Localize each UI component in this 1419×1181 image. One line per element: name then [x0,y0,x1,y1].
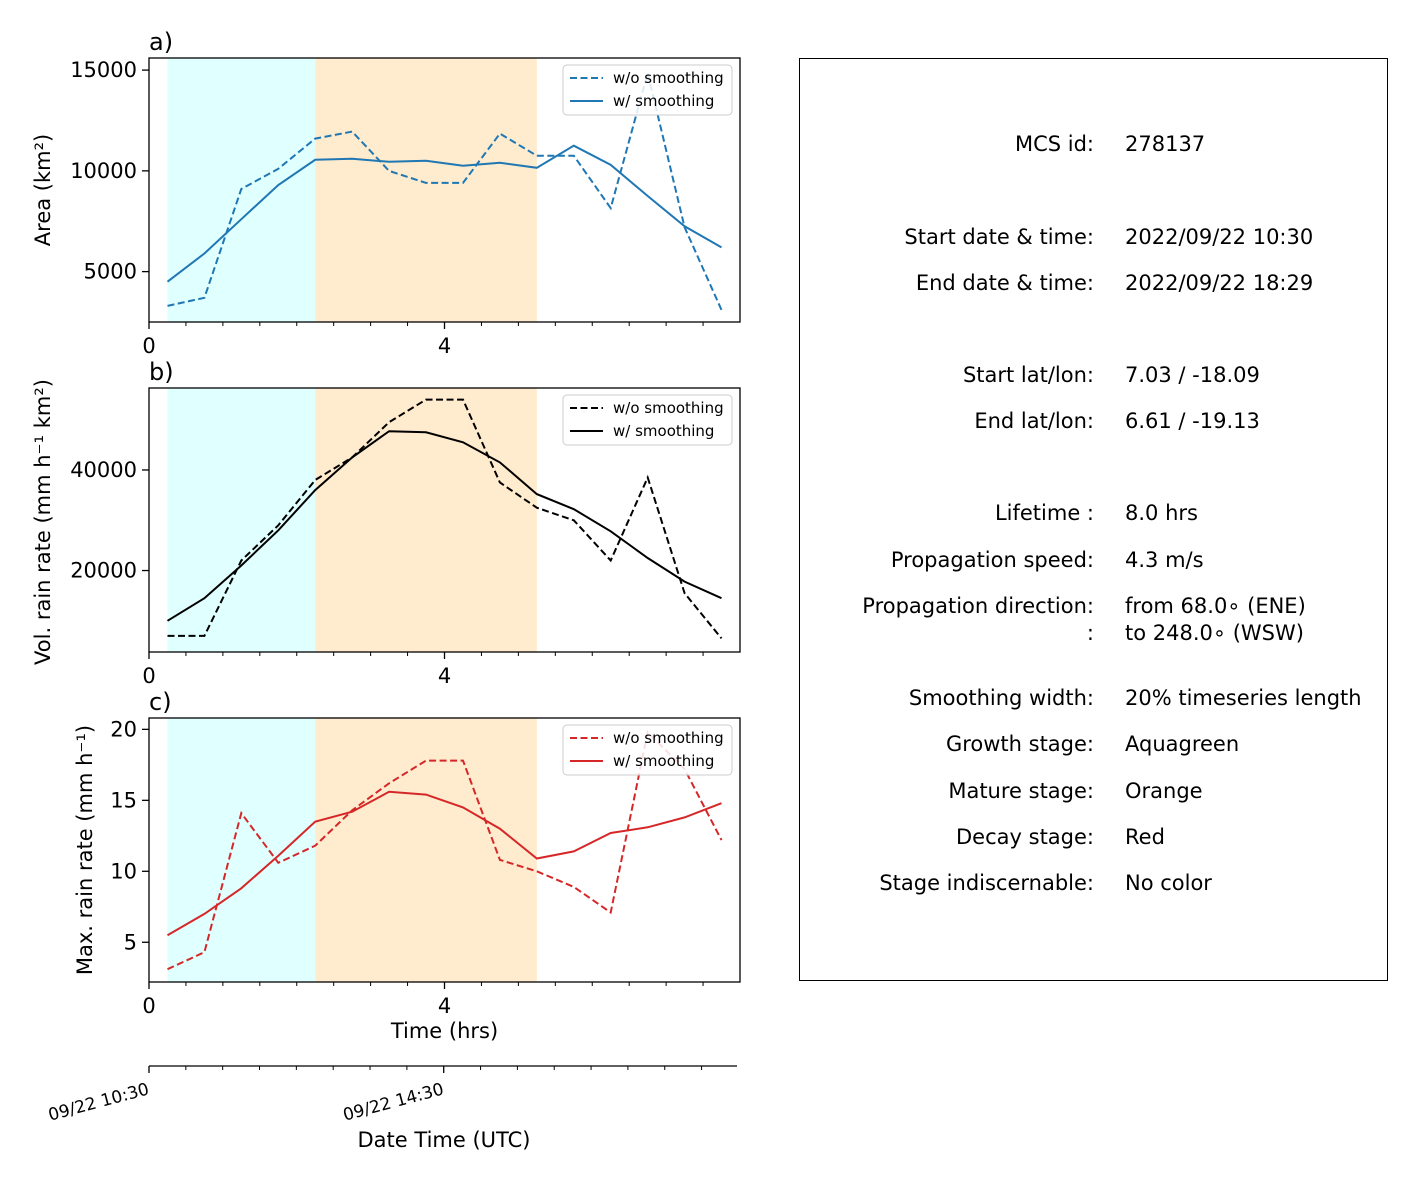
series-line-with-smoothing [166,144,722,283]
y-axis-label: Area (km²) [31,134,55,246]
info-label: Start date & time: [904,225,1094,249]
info-value: 4.3 m/s [1125,548,1204,572]
legend: w/o smoothing w/ smoothing [562,64,733,116]
legend-box [562,724,733,776]
stage-band-growth [167,388,316,652]
panel-label: b) [149,358,174,386]
chart-panel-2: 0 4 20000 40000 b) Vol. rain rate (mm h⁻¹ km²… [31,358,741,688]
info-value: from 68.0∘ (ENE) [1125,594,1306,618]
series-line-with-smoothing [166,430,722,622]
info-row-propagation-speed: Propagation speed: 4.3 m/s [800,546,1389,574]
info-label: MCS id: [1014,132,1094,156]
info-row-stage-indiscernable: Stage indiscernable: No color [800,869,1389,897]
info-row-end-datetime: End date & time: 2022/09/22 18:29 [800,269,1389,297]
series-line-without-smoothing [167,730,723,971]
mcs-info-panel: MCS id: 278137 Start date & time: 2022/0… [799,58,1388,981]
info-label: : [1086,621,1094,645]
x-tick-label: 4 [438,994,451,1018]
info-label: Decay stage: [956,825,1094,849]
stage-band-growth [167,718,316,982]
legend-label: w/ smoothing [613,422,714,440]
legend-label: w/o smoothing [613,69,724,87]
legend-box [562,64,733,116]
info-row-start-latlon: Start lat/lon: 7.03 / -18.09 [800,361,1389,389]
info-row-lifetime: Lifetime : 8.0 hrs [800,499,1389,527]
series-line-without-smoothing [167,72,723,311]
info-label: End date & time: [915,271,1094,295]
info-value: 7.03 / -18.09 [1125,363,1260,387]
legend-box [562,394,733,446]
series-line-with-smoothing [167,790,722,937]
chart-panel-3: 0 4 5 10 15 20 c) Max. rain rate (mm h⁻¹) Time (… [73,688,741,1043]
info-value: 2022/09/22 10:30 [1125,225,1314,249]
info-row-growth-stage: Growth stage: Aquagreen [800,730,1389,758]
info-value: No color [1125,871,1212,895]
y-axis-label: Max. rain rate (mm h⁻¹) [73,725,97,975]
legend-label: w/ smoothing [613,752,714,770]
x-tick-label: 4 [438,334,451,358]
info-value: Red [1125,825,1165,849]
info-label: Stage indiscernable: [879,871,1094,895]
y-tick-label: 5000 [84,260,137,284]
x-tick-label: 4 [438,664,451,688]
stage-band-mature [315,58,537,322]
legend-label: w/o smoothing [613,399,724,417]
info-value: 278137 [1125,132,1206,156]
info-value: 6.61 / -19.13 [1125,409,1260,433]
legend-label: w/o smoothing [613,729,724,747]
legend: w/o smoothing w/ smoothing [562,394,733,446]
info-value: 2022/09/22 18:29 [1125,271,1314,295]
y-axis-label: Vol. rain rate (mm h⁻¹ km²) [31,379,55,665]
info-row-propagation-direction-to: : to 248.0∘ (WSW) [800,619,1389,647]
info-label: Propagation direction: [862,594,1094,618]
info-value: 20% timeseries length [1125,686,1362,710]
stage-band-mature [315,718,537,982]
panel-label: a) [149,28,173,56]
y-tick-label: 10 [110,859,137,883]
datetime-tick-label: 09/22 10:30 [46,1080,151,1126]
info-row-end-latlon: End lat/lon: 6.61 / -19.13 [800,407,1389,435]
panel-label: c) [149,688,172,716]
info-row-smoothing-width: Smoothing width: 20% timeseries length [800,684,1389,712]
info-value: to 248.0∘ (WSW) [1125,621,1304,645]
x-tick-label: 0 [142,334,155,358]
y-tick-label: 5 [124,930,137,954]
y-tick-label: 15000 [70,58,137,82]
info-row-propagation-direction: Propagation direction: from 68.0∘ (ENE) [800,592,1389,620]
info-label: Lifetime : [994,501,1094,525]
x-axis-label: Time (hrs) [390,1019,498,1043]
datetime-tick-label: 09/22 14:30 [341,1080,446,1126]
legend-label: w/ smoothing [613,92,714,110]
info-row-start-datetime: Start date & time: 2022/09/22 10:30 [800,223,1389,251]
info-label: Propagation speed: [890,548,1094,572]
x-tick-label: 0 [142,994,155,1018]
info-value: Aquagreen [1125,732,1240,756]
info-label: Smoothing width: [908,686,1094,710]
datetime-axis-label: Date Time (UTC) [358,1128,531,1152]
info-label: Growth stage: [945,732,1094,756]
info-label: Mature stage: [948,779,1094,803]
info-row-mcs-id: MCS id: 278137 [800,130,1389,158]
info-label: Start lat/lon: [962,363,1094,387]
info-value: 8.0 hrs [1125,501,1198,525]
info-row-mature-stage: Mature stage: Orange [800,777,1389,805]
stage-band-mature [315,388,537,652]
chart-panel-1: 0 4 5000 10000 15000 a) Area (km²) w/o smoothin… [31,28,741,358]
y-tick-label: 20 [110,717,137,741]
legend: w/o smoothing w/ smoothing [562,724,733,776]
x-tick-label: 0 [142,664,155,688]
info-label: End lat/lon: [974,409,1094,433]
y-tick-label: 10000 [70,159,137,183]
y-tick-label: 40000 [70,458,137,482]
info-value: Orange [1125,779,1203,803]
y-tick-label: 20000 [70,559,137,583]
y-tick-label: 15 [110,788,137,812]
info-row-decay-stage: Decay stage: Red [800,823,1389,851]
